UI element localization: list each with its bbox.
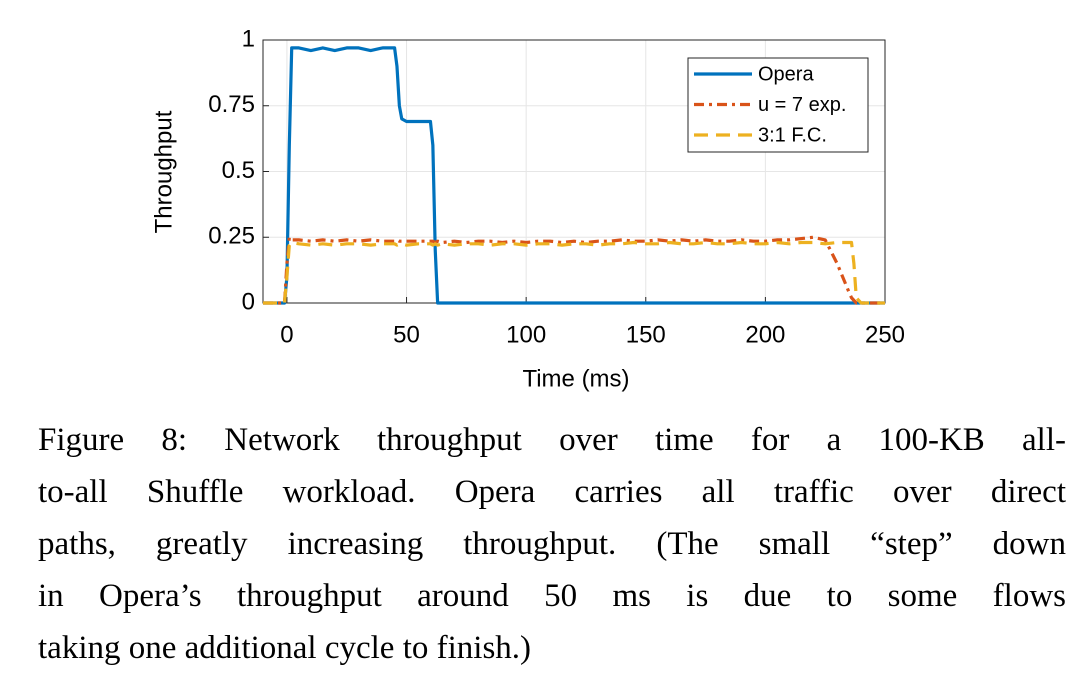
x-tick-label: 0 [280,321,293,348]
x-tick-label: 250 [865,321,905,348]
x-tick-label: 150 [626,321,666,348]
y-tick-label: 0.5 [222,157,255,184]
y-tick-label: 0.75 [208,91,255,118]
caption-line: taking one additional cycle to finish.) [38,630,532,666]
caption: Figure 8: Network throughput over time f… [38,414,1066,674]
caption-line: paths, greatly increasing throughput. (T… [38,526,1066,562]
caption-line: Figure 8: Network throughput over time f… [38,422,1066,458]
legend-label: u = 7 exp. [758,94,846,116]
y-axis-label: Throughput [150,110,177,233]
y-tick-label: 0.25 [208,223,255,250]
x-tick-label: 100 [506,321,546,348]
y-tick-label: 0 [242,288,255,315]
chart: Time (ms) Throughput 0 0.25 0.5 0.75 1 0 50 100… [150,25,905,392]
data-line [263,240,885,305]
caption-line: in Opera’s throughput around 50 ms is du… [38,578,1066,614]
caption-line: to-all Shuffle workload. Opera carries a… [38,474,1066,510]
data-line [263,235,885,305]
legend-label: Opera [758,63,814,85]
data-line [263,46,885,305]
x-tick-label: 50 [393,321,420,348]
legend-label: 3:1 F.C. [758,124,827,146]
x-axis-label: Time (ms) [522,365,629,392]
y-tick-label: 1 [242,25,255,52]
x-tick-label: 200 [745,321,785,348]
